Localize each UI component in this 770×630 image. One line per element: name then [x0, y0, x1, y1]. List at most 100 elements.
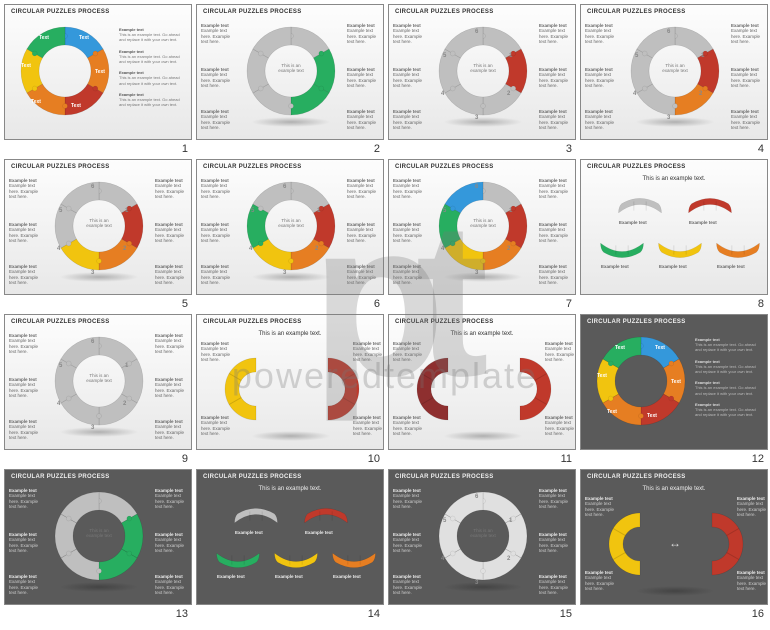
slide-number: 1 — [182, 143, 188, 155]
annotation: Example textExample text here. Example t… — [347, 23, 381, 45]
ring-number: 3 — [667, 115, 670, 121]
arc-label: Example text — [305, 530, 349, 535]
slide-number: 6 — [374, 298, 380, 310]
center-text: This is an example text — [275, 63, 307, 74]
slide[interactable]: CIRCULAR PUZZLES PROCESS This is an examp… — [580, 469, 768, 605]
slide[interactable]: CIRCULAR PUZZLES PROCESSThis is an examp… — [388, 159, 576, 295]
slide-title: CIRCULAR PUZZLES PROCESS — [587, 474, 686, 480]
slide-cell: CIRCULAR PUZZLES PROCESSThis is an examp… — [388, 4, 576, 155]
slide[interactable]: CIRCULAR PUZZLES PROCESS This is an examp… — [196, 4, 384, 140]
slide-cell: CIRCULAR PUZZLES PROCESSTextTextTextText… — [4, 4, 192, 155]
ring-number: 2 — [123, 246, 126, 252]
slide[interactable]: CIRCULAR PUZZLES PROCESSThis is an examp… — [580, 159, 768, 295]
slide-cell: CIRCULAR PUZZLES PROCESS This is an examp… — [196, 4, 384, 155]
arc-label: Example text — [235, 530, 279, 535]
annotation: Example textExample text here. Example t… — [9, 333, 43, 355]
slide[interactable]: CIRCULAR PUZZLES PROCESSTextTextTextText… — [580, 314, 768, 450]
annotation: Example textExample text here. Example t… — [393, 341, 423, 363]
annotation: Example textExample text here. Example t… — [155, 532, 189, 554]
annotation: Example textExample text here. Example t… — [737, 496, 767, 518]
slide-caption: This is an example text. — [197, 331, 383, 337]
slide-caption: This is an example text. — [581, 176, 767, 182]
slide-number: 11 — [561, 453, 572, 465]
slide[interactable]: CIRCULAR PUZZLES PROCESSThis is an examp… — [4, 314, 192, 450]
annotation: Example textExample text here. Example t… — [9, 419, 43, 441]
slide[interactable]: CIRCULAR PUZZLES PROCESSThis is an examp… — [4, 469, 192, 605]
slide-grid: CIRCULAR PUZZLES PROCESSTextTextTextText… — [0, 0, 770, 624]
ring-number: 1 — [317, 208, 320, 214]
annotation: Example textExample text here. Example t… — [539, 67, 573, 89]
annotation: Example textExample text here. Example t… — [539, 532, 573, 554]
ring-number: 3 — [91, 425, 94, 431]
annotation: Example textExample text here. Example t… — [9, 488, 43, 510]
annotation: Example textExample text here. Example t… — [393, 574, 427, 596]
annotation: Example textExample text here. Example t… — [155, 333, 189, 355]
arc-label: Example text — [217, 574, 261, 579]
slide[interactable]: CIRCULAR PUZZLES PROCESSThis is an examp… — [196, 469, 384, 605]
arc-piece — [273, 548, 319, 577]
annotation: Example textExample text here. Example t… — [155, 377, 189, 399]
slide[interactable]: CIRCULAR PUZZLES PROCESSThis is an examp… — [388, 4, 576, 140]
slide[interactable]: CIRCULAR PUZZLES PROCESSThis is an examp… — [196, 314, 384, 450]
center-text: This is an example text — [659, 63, 691, 74]
slide[interactable]: CIRCULAR PUZZLES PROCESS This is an examp… — [388, 314, 576, 450]
slide-cell: CIRCULAR PUZZLES PROCESSThis is an examp… — [196, 159, 384, 310]
slide[interactable]: CIRCULAR PUZZLES PROCESSTextTextTextText… — [4, 4, 192, 140]
ring-number: 4 — [57, 401, 60, 407]
annotation: Example textExample text here. Example t… — [347, 178, 381, 200]
annotation: Example textExample text here. Example t… — [393, 264, 427, 286]
annotation: Example textExample text here. Example t… — [201, 67, 235, 89]
annotation: Example textExample text here. Example t… — [393, 178, 427, 200]
slide-caption: This is an example text. — [389, 331, 575, 337]
slide-cell: CIRCULAR PUZZLES PROCESSThis is an examp… — [580, 159, 768, 310]
slide-cell: CIRCULAR PUZZLES PROCESS This is an examp… — [388, 314, 576, 465]
slide-caption: This is an example text. — [581, 486, 767, 492]
slide-cell: CIRCULAR PUZZLES PROCESSThis is an examp… — [388, 469, 576, 620]
slide-title: CIRCULAR PUZZLES PROCESS — [203, 9, 302, 15]
text-block: Example textThis is an example text. Go … — [695, 359, 763, 375]
half-ring-left — [223, 349, 289, 434]
slide[interactable]: CIRCULAR PUZZLES PROCESSThis is an examp… — [196, 159, 384, 295]
ring-number: 2 — [699, 91, 702, 97]
annotation: Example textExample text here. Example t… — [9, 377, 43, 399]
annotation: Example textExample text here. Example t… — [585, 570, 615, 592]
ring-number: 5 — [635, 53, 638, 59]
donut — [595, 335, 687, 427]
text-block: Example textThis is an example text. Go … — [695, 380, 763, 396]
annotation: Example textExample text here. Example t… — [539, 109, 573, 131]
slide[interactable]: CIRCULAR PUZZLES PROCESSThis is an examp… — [388, 469, 576, 605]
arc-label: Example text — [333, 574, 377, 579]
text-block: Example textThis is an example text. Go … — [119, 92, 187, 108]
annotation: Example textExample text here. Example t… — [9, 574, 43, 596]
annotation: Example textExample text here. Example t… — [393, 67, 427, 89]
center-text: This is an example text — [83, 218, 115, 229]
center-text: This is an example text — [467, 528, 499, 539]
slide-title: CIRCULAR PUZZLES PROCESS — [395, 319, 494, 325]
slide-title: CIRCULAR PUZZLES PROCESS — [11, 164, 110, 170]
arc-piece — [687, 194, 733, 223]
annotation: Example textExample text here. Example t… — [731, 23, 765, 45]
slide-title: CIRCULAR PUZZLES PROCESS — [11, 474, 110, 480]
annotation: Example textExample text here. Example t… — [539, 264, 573, 286]
arc-piece — [617, 194, 663, 223]
arc-label: Example text — [659, 264, 703, 269]
annotation: Example textExample text here. Example t… — [731, 67, 765, 89]
center-text: This is an example text — [275, 218, 307, 229]
ring-number: 1 — [701, 53, 704, 59]
slide-title: CIRCULAR PUZZLES PROCESS — [11, 319, 110, 325]
ring-number: 5 — [443, 518, 446, 524]
annotation: Example textExample text here. Example t… — [9, 178, 43, 200]
slide-number: 12 — [752, 453, 764, 465]
ring-number: 5 — [443, 208, 446, 214]
slide-title: CIRCULAR PUZZLES PROCESS — [203, 474, 302, 480]
annotation: Example textExample text here. Example t… — [155, 488, 189, 510]
text-block: Example textThis is an example text. Go … — [119, 49, 187, 65]
slide-number: 8 — [758, 298, 764, 310]
annotation: Example textExample text here. Example t… — [201, 415, 231, 437]
slide[interactable]: CIRCULAR PUZZLES PROCESS This is an examp… — [4, 159, 192, 295]
annotation: Example textExample text here. Example t… — [545, 341, 575, 363]
slide[interactable]: CIRCULAR PUZZLES PROCESSThis is an examp… — [580, 4, 768, 140]
slide-number: 16 — [752, 608, 764, 620]
annotation: Example textExample text here. Example t… — [545, 415, 575, 437]
slide-title: CIRCULAR PUZZLES PROCESS — [395, 164, 494, 170]
